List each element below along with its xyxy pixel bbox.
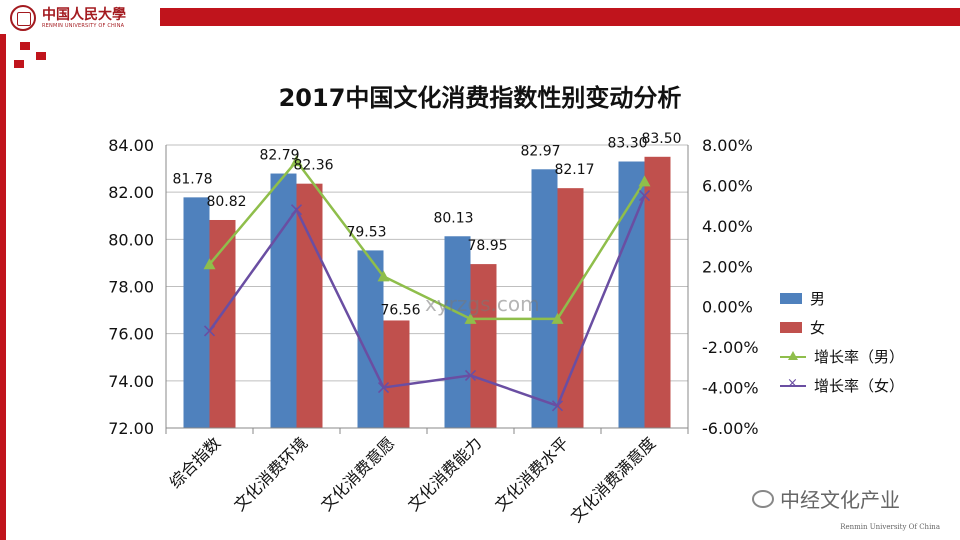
point-female-growth <box>551 400 564 412</box>
legend-label: 女 <box>810 319 826 337</box>
decor-square <box>14 60 24 68</box>
marker-x-stroke <box>551 400 564 412</box>
legend-item-male: 男 <box>780 284 904 313</box>
y-left-tick-label: 80.00 <box>108 230 154 249</box>
decor-square <box>20 42 30 50</box>
bar-male <box>531 169 558 428</box>
data-label: 78.95 <box>467 238 507 254</box>
header-red-band <box>160 8 960 26</box>
brand-name: 中经文化产业 <box>780 488 900 512</box>
y-left-tick-label: 72.00 <box>108 419 154 438</box>
legend-swatch-male <box>780 293 802 304</box>
bar-female <box>296 183 323 428</box>
marker-x-stroke <box>464 369 477 382</box>
chart-title: 2017中国文化消费指数性别变动分析 <box>278 84 682 112</box>
bar-male <box>270 173 297 428</box>
y-left-tick-label: 78.00 <box>108 278 154 297</box>
legend-label: 增长率（女） <box>814 377 905 395</box>
y-right-tick-label: 0.00% <box>702 298 753 317</box>
y-right-tick-label: -2.00% <box>702 338 759 357</box>
data-label: 82.97 <box>520 143 560 159</box>
growth-line-female <box>208 195 646 408</box>
legend-label: 增长率（男） <box>814 348 905 366</box>
data-label: 82.17 <box>554 162 594 178</box>
data-label: 82.36 <box>293 158 333 174</box>
x-category-label: 文化消费能力 <box>404 433 485 514</box>
bar-female <box>557 188 584 428</box>
x-category-label: 文化消费环境 <box>230 433 311 514</box>
logo-name: 中国人民大學 <box>42 7 126 23</box>
university-logo: 中国人民大學 RENMIN UNIVERSITY OF CHINA <box>10 3 126 33</box>
data-label: 80.82 <box>206 194 246 210</box>
left-red-bar <box>0 34 6 540</box>
legend-line-x-icon: × <box>780 376 806 393</box>
bar-male <box>444 236 471 428</box>
logo-subtitle: RENMIN UNIVERSITY OF CHINA <box>42 23 125 29</box>
data-label: 83.30 <box>607 136 647 152</box>
legend-item-female: 女 <box>780 313 904 342</box>
point-female-growth <box>203 325 216 337</box>
point-female-growth <box>377 382 390 394</box>
bar-female <box>644 156 671 428</box>
watermark-text: xyrzgs.com <box>425 292 540 316</box>
data-label: 76.56 <box>380 302 420 318</box>
y-left-tick-label: 74.00 <box>108 372 154 391</box>
bar-female <box>470 264 497 428</box>
y-right-tick-label: 4.00% <box>702 217 753 236</box>
marker-x-stroke <box>203 325 216 337</box>
data-label: 80.13 <box>433 210 473 226</box>
marker-x-stroke <box>377 382 390 394</box>
growth-line-male <box>208 159 646 321</box>
point-male-growth <box>377 270 390 282</box>
point-female-growth <box>638 189 651 202</box>
y-left-tick-label: 84.00 <box>108 136 154 155</box>
point-male-growth <box>551 312 564 324</box>
legend-item-female-growth: × 增长率（女） <box>780 371 904 400</box>
legend-label: 男 <box>810 290 826 308</box>
x-category-label: 文化消费满意度 <box>567 433 660 526</box>
point-male-growth <box>464 312 477 324</box>
decor-square <box>36 52 46 60</box>
university-seal-icon <box>10 5 36 31</box>
point-female-growth <box>464 369 477 382</box>
point-male-growth <box>290 155 303 167</box>
chart-legend: 男 女 增长率（男） × 增长率（女） <box>780 284 904 400</box>
university-footer: Renmin University Of China <box>840 523 940 531</box>
data-label: 81.78 <box>172 171 212 187</box>
point-male-growth <box>638 175 651 187</box>
x-category-label: 综合指数 <box>166 433 225 492</box>
header-bar: 中国人民大學 RENMIN UNIVERSITY OF CHINA <box>0 0 960 34</box>
data-label: 82.79 <box>259 148 299 164</box>
y-right-tick-label: -6.00% <box>702 419 759 438</box>
y-right-tick-label: 2.00% <box>702 257 753 276</box>
y-right-tick-label: 6.00% <box>702 176 753 195</box>
point-male-growth <box>203 258 216 270</box>
wechat-brand: 中经文化产业 <box>752 484 900 513</box>
bar-male <box>183 197 210 428</box>
bar-male <box>357 250 384 428</box>
y-right-tick-label: -4.00% <box>702 379 759 398</box>
point-female-growth <box>290 204 303 216</box>
bar-female <box>383 320 410 428</box>
data-label: 79.53 <box>346 224 386 240</box>
x-category-label: 文化消费水平 <box>491 433 572 514</box>
legend-swatch-female <box>780 322 802 333</box>
marker-x-stroke <box>638 189 651 202</box>
y-right-tick-label: 8.00% <box>702 136 753 155</box>
y-left-tick-label: 76.00 <box>108 325 154 344</box>
data-label: 83.50 <box>641 131 681 147</box>
marker-x-stroke <box>290 204 303 216</box>
legend-item-male-growth: 增长率（男） <box>780 342 904 371</box>
y-left-tick-label: 82.00 <box>108 183 154 202</box>
x-category-label: 文化消费意愿 <box>317 433 398 514</box>
legend-line-triangle-icon <box>780 350 806 364</box>
wechat-icon <box>752 489 774 508</box>
